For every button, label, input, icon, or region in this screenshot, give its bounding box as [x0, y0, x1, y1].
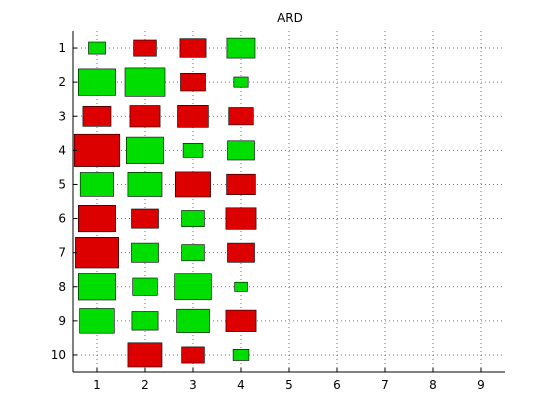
hinton-cell-1-1-positive: [88, 41, 106, 55]
hinton-cell-4-10-positive: [232, 348, 250, 361]
hinton-cell-4-1-positive: [226, 37, 256, 59]
x-tick-label-8: 8: [429, 378, 437, 392]
x-tick-label-3: 3: [189, 378, 197, 392]
axes: 1 2 3 4 5 6 7 8 9 1 2 3 4 5 6 7 8 9 10: [51, 31, 505, 392]
hinton-cell-1-9-positive: [79, 308, 115, 334]
x-tick-label-7: 7: [381, 378, 389, 392]
hinton-cell-3-7-positive: [181, 244, 205, 262]
hinton-cell-3-2-negative: [180, 73, 206, 92]
y-tick-label-4: 4: [58, 143, 66, 157]
x-tick-label-4: 4: [237, 378, 245, 392]
x-tick-label-5: 5: [285, 378, 293, 392]
y-tick-label-6: 6: [58, 212, 66, 226]
hinton-cell-1-8-positive: [78, 273, 116, 301]
hinton-cell-4-4-positive: [227, 140, 255, 161]
hinton-cell-2-10-negative: [127, 342, 163, 368]
hinton-cell-3-4-positive: [182, 143, 204, 158]
hinton-cell-2-7-positive: [131, 242, 159, 263]
x-tick-label-1: 1: [93, 378, 101, 392]
hinton-cell-3-10-negative: [181, 346, 205, 364]
hinton-cell-1-2-positive: [78, 68, 116, 96]
hinton-cell-4-2-positive: [233, 76, 249, 88]
hinton-cell-4-7-negative: [227, 242, 255, 263]
hinton-cell-1-3-negative: [82, 106, 112, 127]
chart-title: ARD: [277, 11, 303, 25]
y-tick-label-9: 9: [58, 314, 66, 328]
hinton-cell-1-6-negative: [78, 205, 116, 233]
hinton-cell-4-9-negative: [225, 309, 257, 332]
hinton-cell-3-1-negative: [179, 38, 207, 58]
hinton-cell-2-4-positive: [126, 136, 164, 164]
hinton-cell-2-1-negative: [133, 39, 157, 57]
hinton-cell-3-6-positive: [181, 210, 205, 228]
hinton-cell-4-5-negative: [226, 173, 256, 195]
y-tick-label-7: 7: [58, 246, 66, 260]
y-tick-label-8: 8: [58, 280, 66, 294]
y-tick-label-3: 3: [58, 109, 66, 123]
hinton-cell-3-5-negative: [175, 171, 211, 198]
y-tick-label-2: 2: [58, 75, 66, 89]
hinton-cell-1-7-negative: [75, 237, 120, 269]
hinton-cell-4-3-negative: [228, 107, 254, 126]
hinton-cell-2-8-positive: [132, 277, 158, 296]
hinton-cell-1-4-negative: [73, 133, 121, 167]
y-tick-label-10: 10: [51, 348, 66, 362]
x-tick-label-9: 9: [477, 378, 485, 392]
hinton-cell-4-6-negative: [225, 207, 257, 230]
hinton-cell-3-8-positive: [174, 273, 212, 301]
hinton-cells: [73, 37, 257, 368]
hinton-cell-2-9-positive: [131, 311, 159, 331]
hinton-cell-2-5-positive: [127, 172, 163, 197]
x-tick-label-2: 2: [141, 378, 149, 392]
hinton-cell-2-3-negative: [129, 105, 161, 128]
hinton-cell-4-8-positive: [234, 281, 248, 292]
hinton-cell-2-6-negative: [131, 208, 159, 229]
hinton-cell-3-9-positive: [176, 308, 210, 333]
hinton-cell-2-2-positive: [124, 67, 166, 97]
y-tick-label-5: 5: [58, 177, 66, 191]
x-tick-label-6: 6: [333, 378, 341, 392]
hinton-cell-3-3-negative: [177, 105, 209, 128]
hinton-cell-1-5-positive: [79, 172, 114, 197]
y-tick-label-1: 1: [58, 41, 66, 55]
